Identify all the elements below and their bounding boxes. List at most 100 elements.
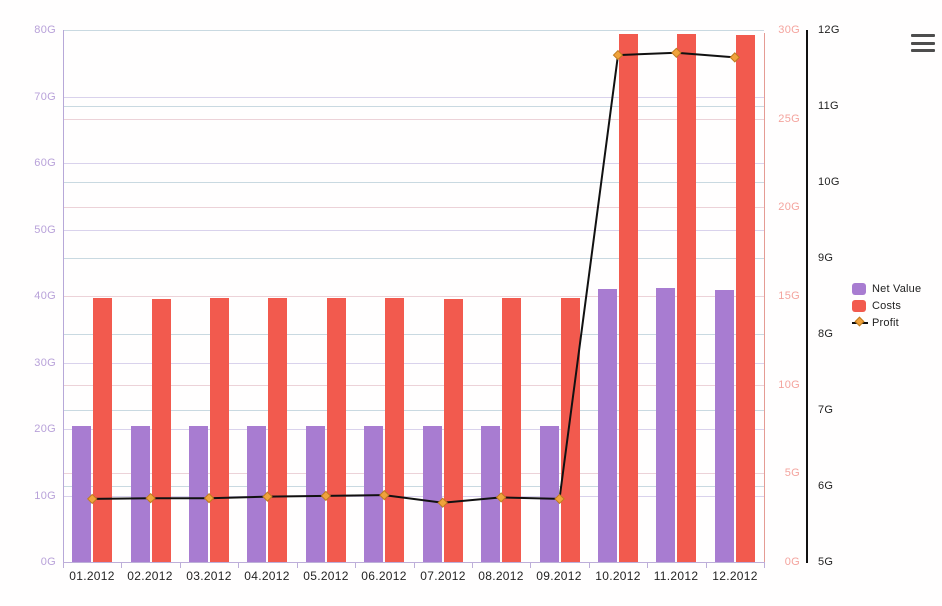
x-axis-label: 04.2012 — [244, 569, 290, 583]
profit-point[interactable]: 05.2012 — Profit: 5.87G — [320, 490, 332, 502]
y-axis-label-left: 20G — [34, 423, 56, 435]
bar-net-value[interactable] — [481, 426, 500, 562]
bar-costs[interactable] — [385, 298, 404, 562]
bar-costs[interactable] — [561, 298, 580, 562]
y-axis-label-left: 60G — [34, 157, 56, 169]
legend-label-net-value: Net Value — [872, 283, 922, 295]
y-axis-label-left: 0G — [40, 556, 56, 568]
profit-point[interactable]: 11.2012 — Profit: 11.7G — [671, 47, 682, 59]
y-axis-line-right-inner — [764, 33, 765, 562]
bar-net-value[interactable] — [364, 426, 383, 562]
y-axis-label-right_inner: 20G — [778, 201, 800, 213]
hamburger-menu-icon — [911, 49, 935, 52]
y-axis-label-right_inner: 25G — [778, 113, 800, 125]
x-axis-label: 11.2012 — [653, 569, 699, 583]
profit-point[interactable]: 07.2012 — Profit: 5.78G — [437, 497, 448, 508]
bar-net-value[interactable] — [247, 426, 266, 562]
grid-line — [63, 163, 764, 164]
y-axis-label-right_inner: 30G — [778, 24, 800, 36]
profit-point[interactable]: 08.2012 — Profit: 5.85G — [495, 492, 507, 503]
bar-costs[interactable] — [619, 34, 638, 562]
y-axis-label-left: 80G — [34, 24, 56, 36]
y-axis-label-left: 70G — [34, 91, 56, 103]
legend-item-net-value[interactable]: Net Value — [852, 281, 940, 297]
y-axis-label-right_inner: 5G — [784, 467, 800, 479]
profit-point[interactable]: 04.2012 — Profit: 5.86G — [262, 491, 273, 502]
x-axis-tick — [589, 562, 590, 568]
bar-net-value[interactable] — [540, 426, 559, 562]
bar-net-value[interactable] — [598, 289, 617, 562]
x-axis-label: 05.2012 — [303, 569, 349, 583]
x-axis-tick — [530, 562, 531, 568]
hamburger-menu-icon — [911, 34, 935, 37]
context-menu-button[interactable] — [911, 33, 935, 53]
profit-line-marker-icon — [852, 316, 868, 329]
x-axis-tick — [764, 562, 765, 568]
grid-line — [63, 258, 764, 259]
bar-costs[interactable] — [93, 298, 112, 562]
x-axis-tick — [355, 562, 356, 568]
bar-costs[interactable] — [327, 298, 346, 562]
profit-point[interactable]: 12.2012 — Profit: 11.64G — [729, 52, 740, 63]
x-axis-label: 12.2012 — [712, 569, 758, 583]
x-axis-label: 03.2012 — [186, 569, 232, 583]
profit-point[interactable]: 03.2012 — Profit: 5.84G — [203, 492, 215, 504]
x-axis-label: 01.2012 — [69, 569, 115, 583]
bar-net-value[interactable] — [131, 426, 150, 562]
y-axis-label-left: 40G — [34, 290, 56, 302]
y-axis-label-right_outer: 10G — [818, 176, 840, 188]
x-axis-tick — [180, 562, 181, 568]
bar-costs[interactable] — [502, 298, 521, 562]
profit-point[interactable]: 02.2012 — Profit: 5.84G — [145, 492, 156, 504]
bar-net-value[interactable] — [189, 426, 208, 562]
grid-line — [63, 207, 764, 208]
x-axis-label: 02.2012 — [127, 569, 173, 583]
y-axis-label-right_inner: 10G — [778, 379, 800, 391]
y-axis-label-right_outer: 6G — [818, 480, 834, 492]
bar-costs[interactable] — [268, 298, 287, 562]
x-axis-label: 09.2012 — [536, 569, 582, 583]
y-axis-label-right_outer: 11G — [818, 100, 839, 112]
x-axis-label: 07.2012 — [420, 569, 466, 583]
x-axis-tick — [414, 562, 415, 568]
y-axis-label-left: 30G — [34, 357, 56, 369]
grid-line — [63, 30, 764, 31]
y-axis-label-left: 10G — [34, 490, 56, 502]
grid-line — [63, 119, 764, 120]
legend: Net Value Costs Profit — [852, 281, 940, 332]
legend-label-profit: Profit — [872, 317, 899, 329]
bar-net-value[interactable] — [306, 426, 325, 562]
x-axis-label: 06.2012 — [361, 569, 407, 583]
x-axis-tick — [238, 562, 239, 568]
grid-line — [63, 230, 764, 231]
y-axis-label-right_inner: 0G — [784, 556, 800, 568]
y-axis-label-right_outer: 9G — [818, 252, 834, 264]
bar-net-value[interactable] — [423, 426, 442, 562]
x-axis-tick — [63, 562, 64, 568]
x-axis-tick — [121, 562, 122, 568]
grid-line — [63, 97, 764, 98]
legend-item-profit[interactable]: Profit — [852, 315, 940, 331]
legend-item-costs[interactable]: Costs — [852, 298, 940, 314]
grid-line — [63, 106, 764, 107]
profit-point[interactable]: 09.2012 — Profit: 5.83G — [554, 493, 565, 505]
bar-net-value[interactable] — [715, 290, 734, 562]
bar-net-value[interactable] — [72, 426, 91, 562]
grid-line — [63, 182, 764, 183]
profit-point[interactable]: 06.2012 — Profit: 5.88G — [379, 489, 390, 501]
bar-costs[interactable] — [677, 34, 696, 562]
y-axis-label-right_inner: 15G — [778, 290, 800, 302]
bar-costs[interactable] — [444, 299, 463, 562]
bar-costs[interactable] — [736, 35, 755, 562]
x-axis-label: 10.2012 — [595, 569, 641, 583]
y-axis-line-right-outer — [806, 30, 808, 563]
y-axis-label-right_outer: 8G — [818, 328, 834, 340]
bar-costs[interactable] — [152, 299, 171, 562]
bar-costs[interactable] — [210, 298, 229, 562]
costs-swatch-icon — [852, 300, 866, 312]
profit-point[interactable]: 10.2012 — Profit: 11.67G — [612, 49, 624, 61]
profit-point[interactable]: 01.2012 — Profit: 5.83G — [87, 493, 98, 505]
bar-net-value[interactable] — [656, 288, 675, 562]
y-axis-label-left: 50G — [34, 224, 56, 236]
